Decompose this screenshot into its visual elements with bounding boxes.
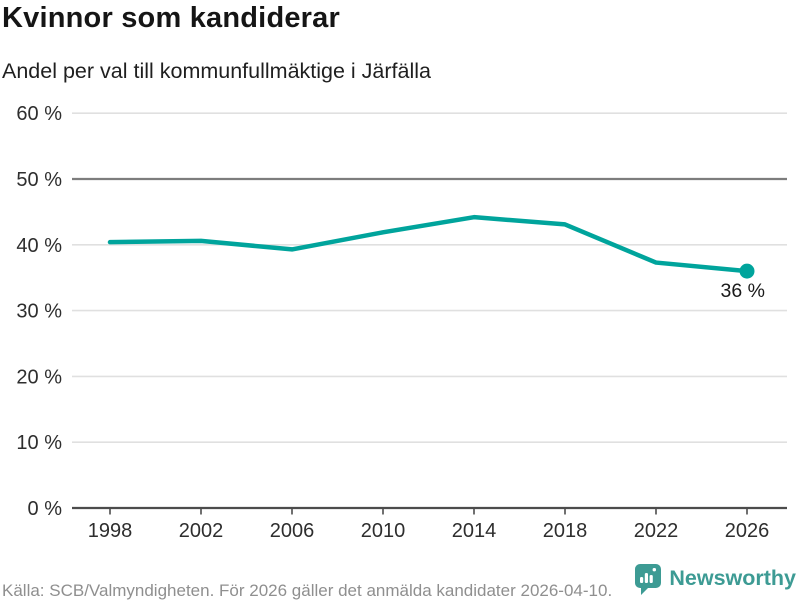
- y-tick-label: 10 %: [16, 432, 62, 454]
- y-tick-label: 60 %: [16, 103, 62, 125]
- x-tick-label: 2022: [634, 520, 679, 542]
- newsworthy-logo-icon: [635, 564, 662, 595]
- line-chart: 0 % 10 % 20 % 30 % 40 % 50 % 60 % 1998 2002 2006 2…: [16, 103, 787, 542]
- newsworthy-logo[interactable]: Newsworthy: [635, 564, 796, 595]
- y-tick-label: 20 %: [16, 366, 62, 388]
- source-note: Källa: SCB/Valmyndigheten. För 2026 gäll…: [2, 581, 613, 600]
- newsworthy-logo-text: Newsworthy: [669, 566, 796, 590]
- y-tick-label: 50 %: [16, 169, 62, 191]
- y-tick-label: 0 %: [28, 498, 63, 520]
- y-tick-label: 30 %: [16, 301, 62, 323]
- end-point-marker: [739, 263, 755, 279]
- x-tick-label: 1998: [88, 520, 133, 542]
- x-tick-label: 2002: [179, 520, 224, 542]
- x-tick-label: 2026: [725, 520, 770, 542]
- end-value-label: 36 %: [721, 280, 765, 302]
- x-tick-label: 2018: [543, 520, 588, 542]
- x-tick-label: 2006: [270, 520, 315, 542]
- x-tick-label: 2010: [361, 520, 406, 542]
- page-subtitle: Andel per val till kommunfullmäktige i J…: [2, 59, 431, 83]
- x-tick-label: 2014: [452, 520, 497, 542]
- page-title: Kvinnor som kandiderar: [2, 2, 340, 34]
- data-line: [107, 214, 750, 274]
- y-tick-label: 40 %: [16, 235, 62, 257]
